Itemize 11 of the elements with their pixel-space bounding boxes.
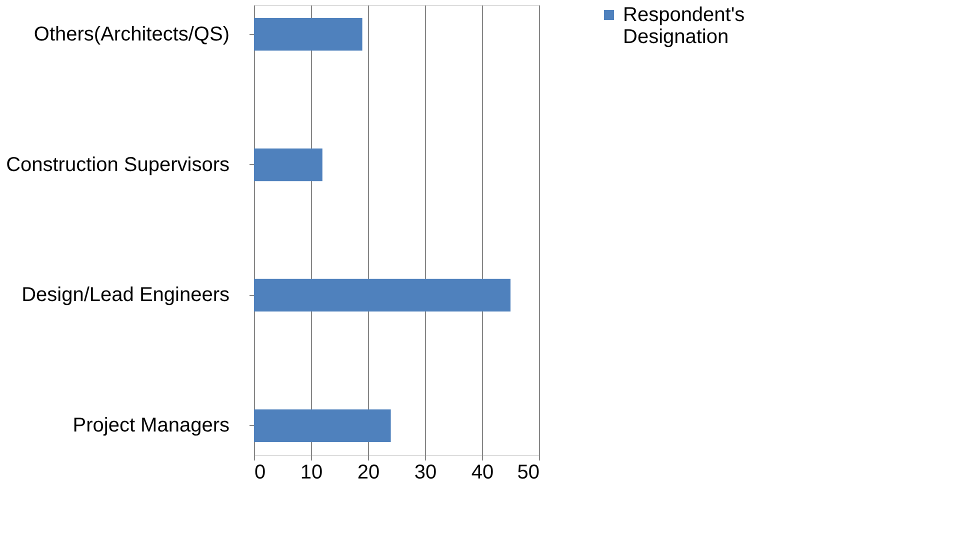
legend-label: Respondent's Designation [623,4,745,48]
x-tick-label: 10 [300,462,323,484]
y-tick-label: Construction Supervisors [6,154,230,176]
y-tick-label: Project Managers [72,414,230,437]
x-tick-label: 30 [414,462,437,484]
x-tick-label: 40 [471,462,494,484]
x-tick-label: 50 [517,462,540,484]
x-tick-label: 20 [357,462,380,484]
y-tick-label: Design/Lead Engineers [22,284,230,306]
x-tick-label: 0 [254,462,266,484]
y-tick-label: Others(Architects/QS) [34,23,230,46]
